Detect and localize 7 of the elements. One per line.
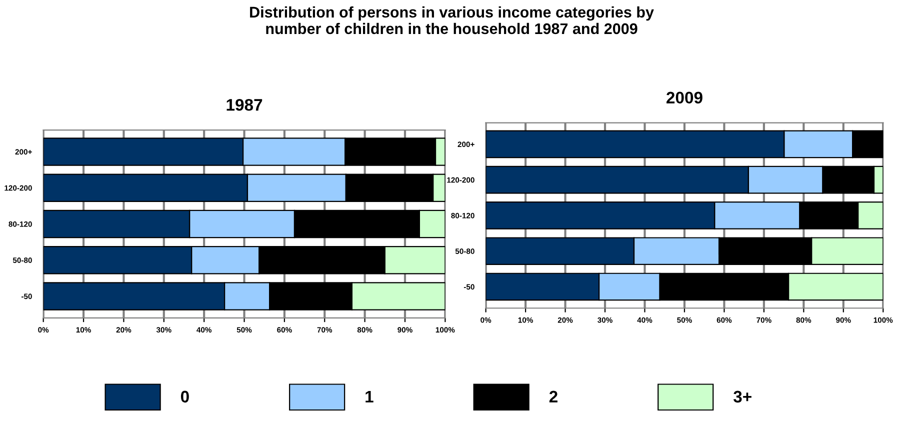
chart-title: 2009: [666, 92, 702, 104]
legend-label: 2: [549, 390, 558, 402]
legend-label: 0: [180, 390, 189, 403]
chart-subtitle: 1987: [226, 98, 262, 111]
legend-label: 1: [366, 390, 374, 402]
chart-title: Distribution of persons in various income categories by number of children in the household 1987 and 2009: [250, 6, 654, 34]
legend-label: 3+: [733, 390, 752, 403]
